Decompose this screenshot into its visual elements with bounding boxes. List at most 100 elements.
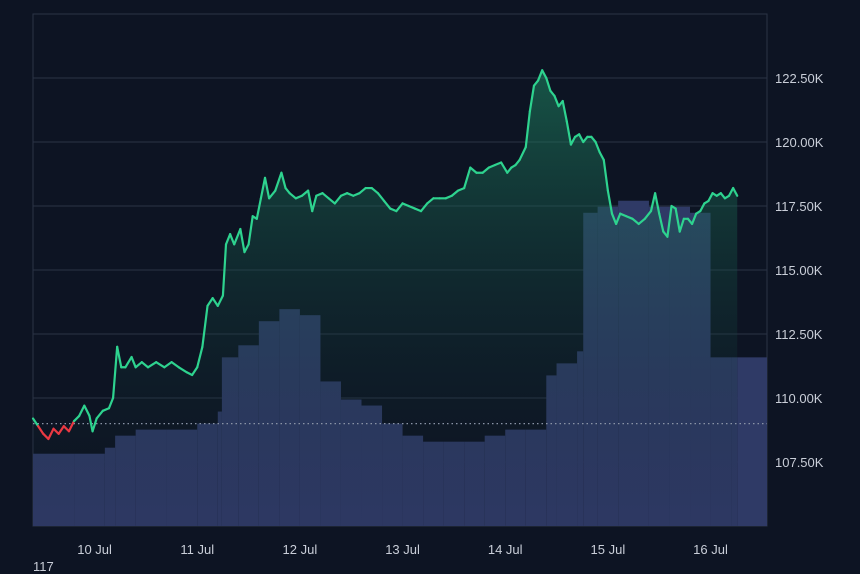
price-line-segment <box>565 120 573 146</box>
price-line-segment <box>352 192 361 197</box>
price-line-segment <box>311 194 318 213</box>
x-axis-labels: 10 Jul 11 Jul 12 Jul 13 Jul 14 Jul 15 Jul 16 J… <box>77 542 728 557</box>
price-line-segment <box>637 217 646 226</box>
price-line-segment <box>216 294 225 307</box>
price-line-segment <box>606 189 614 215</box>
price-line-segment <box>52 427 60 435</box>
price-line-segment <box>602 158 609 192</box>
price-line-segment <box>699 202 706 213</box>
price-line-segment <box>666 204 673 238</box>
price-line-segment <box>294 194 304 200</box>
price-line-segment <box>239 227 246 254</box>
price-line-segment <box>541 69 548 80</box>
price-line-segment <box>107 396 115 410</box>
price-line-segment <box>518 146 527 162</box>
y-tick-label: 122.50K <box>775 71 824 86</box>
price-line-segment <box>382 199 392 210</box>
y-tick-label: 107.50K <box>775 455 824 470</box>
price-line-segment <box>674 207 681 233</box>
price-line-segment <box>594 140 601 154</box>
price-line-segment <box>47 427 55 441</box>
price-line-segment <box>690 212 698 226</box>
x-tick-label: 11 Jul <box>180 542 214 557</box>
price-line-segment <box>407 204 416 210</box>
price-line-segment <box>493 161 503 167</box>
x-tick-label: 16 Jul <box>693 542 728 557</box>
price-line-segment <box>625 215 634 220</box>
price-line-segment <box>83 404 91 418</box>
price-line-segment <box>315 192 324 197</box>
x-tick-label: 13 Jul <box>385 542 420 557</box>
price-line-segment <box>124 355 133 369</box>
price-line-segment <box>177 366 189 374</box>
y-tick-label: 115.00K <box>775 263 823 278</box>
price-line-segment <box>229 233 236 246</box>
price-line-segment <box>288 192 297 200</box>
price-line-segment <box>130 355 137 369</box>
price-line-segment <box>255 197 262 220</box>
y-axis-labels: 107.50K 110.00K 112.50K 115.00K 117.50K 120.0… <box>775 71 824 470</box>
price-line-segment <box>569 135 577 146</box>
price-line-segment <box>62 425 71 433</box>
price-line-segment <box>658 212 665 233</box>
price-line-segment <box>401 202 410 208</box>
price-line-segment <box>170 361 180 369</box>
price-line-segment <box>191 366 199 377</box>
price-line-segment <box>678 217 685 233</box>
price-line-segment <box>553 94 560 108</box>
price-line-segment <box>469 166 478 174</box>
price-line-segment <box>426 197 435 205</box>
price-line-segment <box>206 297 214 307</box>
price-line-segment <box>333 194 343 205</box>
price-line-segment <box>561 99 568 123</box>
price-line-segment <box>78 404 86 418</box>
price-line-segment <box>346 192 355 197</box>
price-line-segment <box>727 186 735 197</box>
price-line-segment <box>101 407 111 412</box>
price-line-segment <box>42 432 50 441</box>
price-line-segment <box>116 345 123 369</box>
price-line-segment <box>72 414 81 423</box>
price-line-segment <box>649 192 657 213</box>
price-line-segment <box>163 361 173 369</box>
price-line-segment <box>528 84 536 113</box>
price-line <box>31 69 739 441</box>
price-line-segment <box>545 76 552 92</box>
price-line-segment <box>643 210 653 220</box>
price-line-segment <box>327 197 336 205</box>
price-line-segment <box>37 425 45 435</box>
corner-label: 117 <box>33 559 54 574</box>
price-line-segment <box>395 202 404 213</box>
price-line-segment <box>67 419 76 433</box>
price-line-segment <box>481 166 490 174</box>
y-tick-label: 117.50K <box>775 199 823 214</box>
price-line-segment <box>654 192 661 215</box>
y-tick-label: 112.50K <box>775 327 823 342</box>
price-line-segment <box>196 345 204 369</box>
price-line-segment <box>707 192 714 202</box>
price-line-segment <box>610 212 618 226</box>
price-line-segment <box>339 192 349 197</box>
y-tick-label: 120.00K <box>775 135 824 150</box>
price-area-fill <box>33 70 738 526</box>
price-line-segment <box>91 417 98 433</box>
price-line-segment <box>444 194 453 200</box>
price-line-segment <box>598 151 605 162</box>
price-line-segment <box>578 133 585 144</box>
price-line-segment <box>259 176 267 200</box>
price-line-segment <box>111 345 119 400</box>
price-line-segment <box>263 176 271 200</box>
price-line-segment <box>419 202 429 213</box>
price-line-segment <box>57 425 65 435</box>
price-line-segment <box>146 361 158 369</box>
price-line-segment <box>140 361 150 369</box>
x-tick-label: 15 Jul <box>591 542 626 557</box>
price-line-segment <box>487 163 497 169</box>
price-line-segment <box>300 189 310 197</box>
x-tick-label: 12 Jul <box>283 542 318 557</box>
price-line-segment <box>450 189 460 197</box>
price-line-segment <box>500 161 509 174</box>
price-line-segment <box>155 361 166 369</box>
price-line-segment <box>524 110 531 149</box>
